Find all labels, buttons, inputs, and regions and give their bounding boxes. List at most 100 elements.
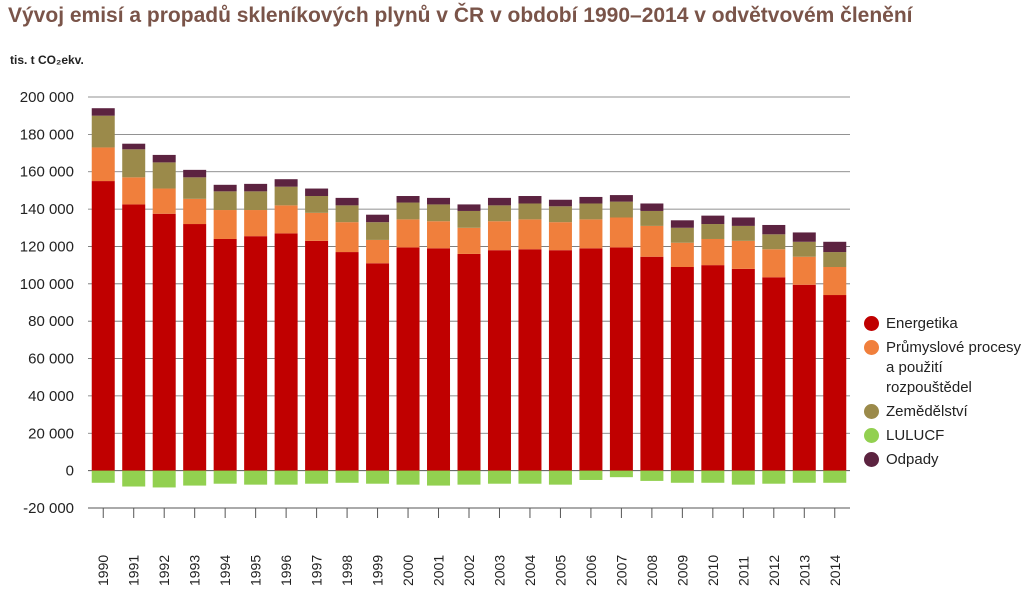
bar-segment-1998-s0	[335, 252, 359, 471]
bar-segment-2014-s4	[823, 241, 847, 253]
bar-segment-1999-s4	[366, 214, 390, 223]
bar-segment-2013-s0	[792, 284, 816, 471]
bar-segment-2001-s4	[427, 197, 451, 205]
bar-segment-2008-s4	[640, 203, 664, 211]
bar-segment-2012-s2	[762, 234, 786, 250]
bar-segment-1999-s2	[366, 222, 390, 240]
bar-segment-2006-s3	[579, 470, 603, 480]
y-axis-unit-label: tis. t CO₂ekv.	[10, 53, 84, 67]
bar-segment-2007-s2	[609, 201, 633, 218]
bar-segment-2003-s2	[487, 205, 511, 222]
x-tick-label-1998: 1998	[339, 555, 355, 586]
bar-segment-1996-s4	[274, 179, 298, 187]
legend-swatch-zemedelstvi	[864, 404, 879, 419]
bar-segment-2000-s3	[396, 470, 420, 485]
bar-segment-2005-s3	[548, 470, 572, 485]
bar-segment-1997-s0	[305, 240, 329, 471]
bar-segment-1992-s1	[152, 188, 176, 214]
legend-item-lulucf: LULUCF	[864, 426, 1024, 446]
bar-segment-1991-s0	[122, 204, 146, 471]
bar-segment-2006-s1	[579, 219, 603, 249]
y-tick-label-9: 160 000	[20, 164, 74, 181]
x-tick-label-2001: 2001	[431, 555, 447, 586]
bar-segment-1990-s4	[91, 108, 115, 116]
x-tick-label-1991: 1991	[126, 555, 142, 586]
y-tick-label-10: 180 000	[20, 126, 74, 143]
y-tick-label-3: 40 000	[28, 388, 74, 405]
bar-segment-2009-s1	[670, 242, 694, 268]
bar-segment-1992-s0	[152, 213, 176, 471]
bar-segment-2003-s1	[487, 221, 511, 251]
bar-segment-1993-s3	[183, 470, 207, 486]
bar-segment-2005-s2	[548, 206, 572, 223]
x-tick-label-2010: 2010	[705, 555, 721, 586]
bar-segment-2011-s3	[731, 470, 755, 485]
y-tick-label-6: 100 000	[20, 276, 74, 293]
bar-segment-1995-s4	[244, 183, 268, 192]
bar-segment-2003-s3	[487, 470, 511, 484]
bar-segment-2010-s4	[701, 215, 725, 225]
x-tick-label-2002: 2002	[461, 555, 477, 586]
bar-segment-2007-s4	[609, 195, 633, 202]
bar-segment-2012-s1	[762, 249, 786, 278]
bar-segment-2007-s0	[609, 247, 633, 471]
axis-layer: -20 000 0 20 000 40 000 60 000 80 000 100 000 1…	[20, 89, 850, 586]
bar-segment-2001-s1	[427, 221, 451, 249]
bar-segment-2000-s0	[396, 247, 420, 471]
x-tick-label-1995: 1995	[248, 555, 264, 586]
bar-segment-1998-s4	[335, 197, 359, 206]
bar-segment-1994-s3	[213, 470, 237, 484]
bar-segment-1994-s1	[213, 210, 237, 239]
x-tick-label-1996: 1996	[278, 555, 294, 586]
x-tick-label-1990: 1990	[95, 555, 111, 586]
bar-segment-2003-s4	[487, 197, 511, 206]
bar-segment-2000-s2	[396, 202, 420, 220]
bar-segment-2013-s3	[792, 470, 816, 483]
bar-segment-2012-s4	[762, 224, 786, 235]
bar-segment-1999-s1	[366, 239, 390, 264]
bar-segment-2014-s3	[823, 470, 847, 483]
y-tick-label-11: 200 000	[20, 89, 74, 106]
bar-segment-1998-s1	[335, 222, 359, 253]
bar-segment-1995-s3	[244, 470, 268, 485]
bar-segment-1997-s2	[305, 196, 329, 213]
chart-title: Vývoj emisí a propadů skleníkových plynů…	[8, 4, 913, 27]
bar-segment-2002-s1	[457, 227, 481, 254]
x-tick-label-2013: 2013	[796, 555, 812, 586]
bar-segment-1993-s4	[183, 169, 207, 178]
y-tick-label-5: 80 000	[28, 313, 74, 330]
x-tick-label-2011: 2011	[735, 556, 751, 586]
x-tick-label-2012: 2012	[766, 555, 782, 586]
bar-segment-2001-s3	[427, 470, 451, 486]
bar-segment-2004-s3	[518, 470, 542, 484]
bar-segment-1996-s2	[274, 186, 298, 206]
x-tick-label-1994: 1994	[217, 555, 233, 586]
bar-segment-1999-s3	[366, 470, 390, 484]
bar-segment-2006-s0	[579, 248, 603, 471]
legend-swatch-energetika	[864, 316, 879, 331]
legend-item-prumyslove-procesy: Průmyslové procesy a použití rozpouštěde…	[864, 338, 1024, 398]
bar-segment-1992-s4	[152, 154, 176, 163]
bar-segment-2006-s4	[579, 196, 603, 204]
bar-segment-2008-s2	[640, 210, 664, 226]
bar-segment-1993-s0	[183, 224, 207, 471]
x-tick-label-1992: 1992	[156, 555, 172, 586]
bar-segment-1992-s3	[152, 470, 176, 488]
bar-segment-2008-s3	[640, 470, 664, 481]
bar-segment-2011-s4	[731, 217, 755, 226]
bar-segment-2009-s2	[670, 227, 694, 243]
bar-segment-2006-s2	[579, 203, 603, 220]
x-tick-label-2006: 2006	[583, 555, 599, 586]
bar-segment-2001-s2	[427, 204, 451, 222]
bar-segment-2013-s4	[792, 232, 816, 242]
bar-segment-2012-s0	[762, 277, 786, 471]
legend-label-lulucf: LULUCF	[886, 427, 945, 444]
legend-item-zemedelstvi: Zemědělství	[864, 402, 1024, 422]
bar-segment-2009-s3	[670, 470, 694, 483]
bar-segment-1991-s3	[122, 470, 146, 487]
bar-segment-2000-s1	[396, 219, 420, 248]
bar-segment-1996-s1	[274, 205, 298, 234]
legend-label-odpady: Odpady	[886, 451, 939, 468]
bar-segment-2002-s4	[457, 204, 481, 211]
